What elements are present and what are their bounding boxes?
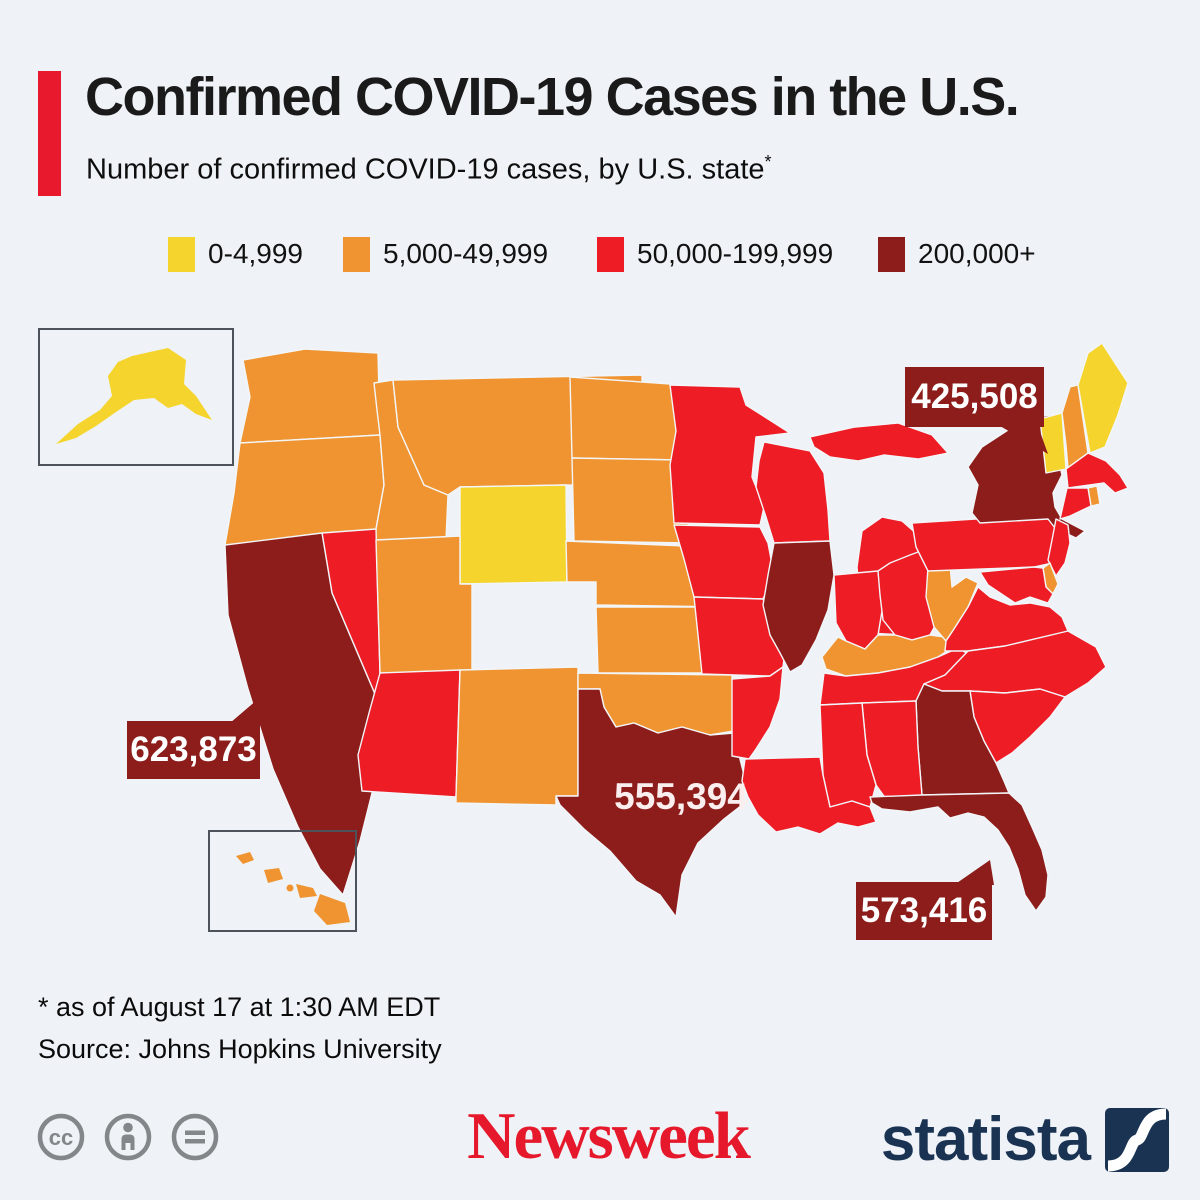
legend-swatch-darkred [878,236,905,272]
footnote-source: Source: Johns Hopkins University [38,1034,442,1064]
state-HI-island [286,884,294,892]
label-texas-value: 555,394 [614,776,748,817]
attribution-icon [104,1113,152,1161]
state-FL [869,792,1049,912]
statista-wordmark: statista [880,1105,1091,1174]
page-title: Confirmed COVID-19 Cases in the U.S. [85,67,1020,127]
state-CT [1059,487,1092,520]
hawaii-map [236,852,350,925]
state-HI-island [314,894,350,925]
title-accent-bar [38,71,61,196]
us-choropleth-map [224,342,1129,918]
state-CA [224,532,401,896]
state-IL [762,540,835,673]
callout-new-york: 425,508 [905,367,1044,427]
callout-florida: 573,416 [856,882,992,940]
legend-label: 0-4,999 [208,238,303,269]
legend-swatch-orange [343,236,370,272]
state-NM [455,666,579,806]
legend-swatch-yellow [168,236,195,272]
callout-california: 623,873 [127,721,260,779]
statista-logo-icon [1105,1107,1169,1172]
callout-florida-pointer [954,860,994,885]
hawaii-inset [208,830,357,932]
state-TX [555,688,747,918]
state-MA [1065,452,1129,494]
state-AR [731,666,784,760]
state-MI-upper-peninsula [809,422,949,462]
state-HI-island [236,852,254,864]
legend-item-5000-49999: 5,000-49,999 [343,236,548,272]
legend-label: 5,000-49,999 [383,238,549,269]
creative-commons-icon: cc [37,1113,85,1161]
legend-item-50000-199999: 50,000-199,999 [597,236,833,272]
state-UT [375,535,473,674]
state-WY [459,484,568,585]
state-HI-island [296,884,317,898]
state-ME [1077,342,1129,454]
legend-label: 50,000-199,999 [637,238,834,269]
legend-item-200000-plus: 200,000+ [878,236,1036,272]
license-icons: cc [36,1112,220,1162]
no-derivatives-icon [171,1113,219,1161]
subtitle-text: Number of confirmed COVID-19 cases, by U… [86,153,765,186]
alaska-inset [38,328,234,466]
state-MD [979,566,1054,604]
state-WI [755,441,831,544]
state-NJ [1047,518,1071,577]
state-LA [741,756,877,835]
legend-swatch-red [597,236,624,272]
svg-text:cc: cc [49,1125,73,1150]
page-subtitle: Number of confirmed COVID-19 cases, by U… [86,152,772,187]
callout-california-pointer [230,699,262,723]
state-WA [239,348,381,444]
legend-label: 200,000+ [918,238,1036,269]
footnote-asterisk: * as of August 17 at 1:30 AM EDT [38,992,441,1022]
alaska-map [56,348,212,444]
statista-logo: statista [881,1104,1170,1175]
newsweek-logo: Newsweek [467,1099,751,1173]
state-OR [224,434,385,546]
state-ND [569,376,686,461]
callout-new-york-pointer [1000,426,1048,454]
state-AK [56,348,212,444]
legend-item-0-4999: 0-4,999 [168,236,303,272]
footnote-marker: * [764,152,772,172]
state-HI-island [264,868,283,883]
